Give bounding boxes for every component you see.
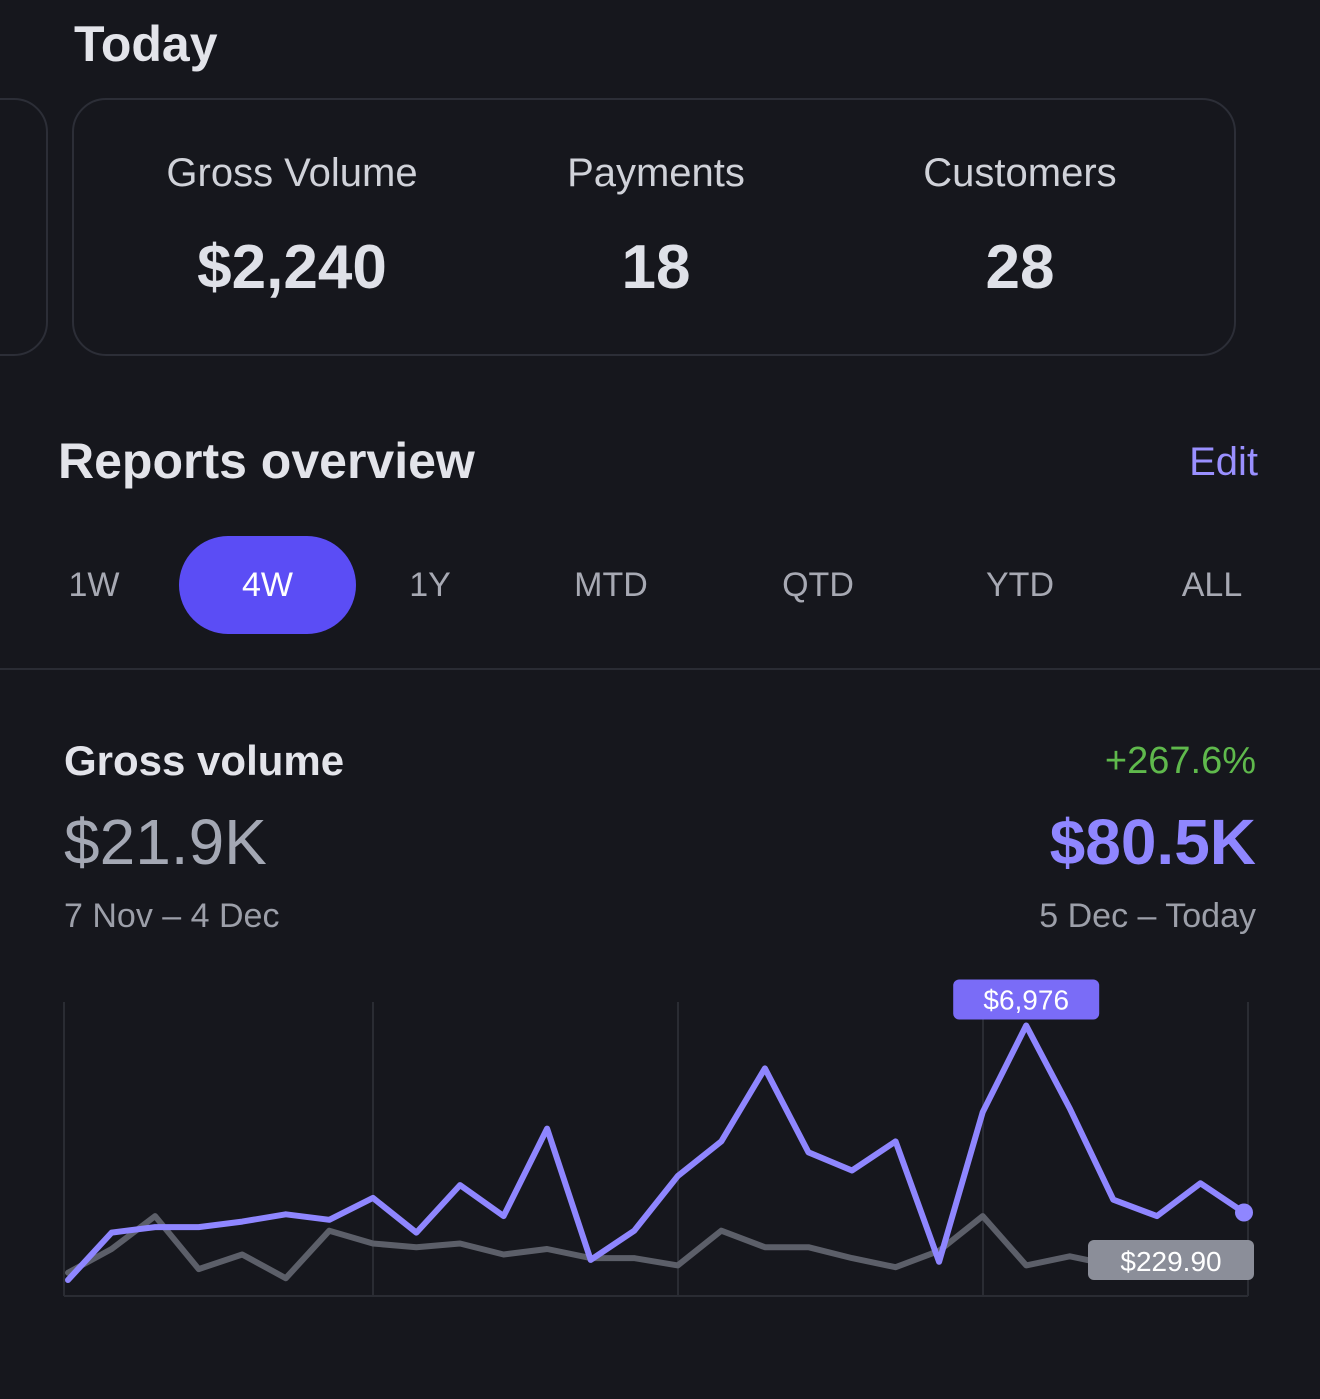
current-point [109, 1230, 115, 1236]
gross-volume-title[interactable]: Gross volume [64, 737, 345, 784]
current-point [936, 1259, 942, 1265]
previous-period-range: 7 Nov – 4 Dec [64, 897, 280, 935]
current-point [65, 1277, 71, 1283]
current-point [501, 1213, 507, 1219]
current-point [196, 1224, 202, 1230]
previous-point [718, 1228, 724, 1234]
previous-point [152, 1213, 158, 1219]
previous-point [239, 1252, 245, 1258]
tab-4w[interactable]: 4W [179, 536, 356, 634]
previous-period-value: $21.9K [64, 806, 267, 878]
previous-point [326, 1228, 332, 1234]
tab-ytd[interactable]: YTD [986, 566, 1054, 604]
current-point [1154, 1213, 1160, 1219]
current-point [1067, 1106, 1073, 1112]
gross-volume-chart[interactable]: $6,976 $229.90 [0, 940, 1320, 1320]
tab-mtd[interactable]: MTD [574, 566, 648, 604]
section-divider [0, 668, 1320, 670]
range-tabs: 1W 4W 1Y MTD QTD YTD ALL [0, 536, 1320, 636]
previous-point [283, 1275, 289, 1281]
peak-label: $6,976 [953, 979, 1100, 1020]
previous-point [980, 1213, 986, 1219]
current-point [283, 1211, 289, 1217]
previous-point [1067, 1253, 1073, 1259]
current-point [1110, 1197, 1116, 1203]
today-title: Today [74, 16, 218, 72]
current-point [893, 1138, 899, 1144]
previous-point [588, 1255, 594, 1261]
current-point [544, 1126, 550, 1132]
current-point [370, 1195, 376, 1201]
current-period-range: 5 Dec – Today [1039, 897, 1256, 935]
previous-card-peek[interactable] [0, 98, 48, 356]
previous-point [413, 1244, 419, 1250]
today-stats-card[interactable]: Gross Volume $2,240 Payments 18 Customer… [72, 98, 1236, 356]
current-point [980, 1109, 986, 1115]
previous-point [762, 1244, 768, 1250]
current-point [1023, 1023, 1029, 1029]
previous-point [196, 1266, 202, 1272]
previous-point [1023, 1262, 1029, 1268]
previous-point [544, 1246, 550, 1252]
current-point [457, 1182, 463, 1188]
tab-1w[interactable]: 1W [68, 566, 120, 604]
peak-label-text: $6,976 [983, 985, 1069, 1016]
previous-point [65, 1270, 71, 1276]
stat-label: Payments [567, 151, 745, 195]
current-point [413, 1230, 419, 1236]
reports-overview-title: Reports overview [58, 433, 475, 489]
previous-point [109, 1246, 115, 1252]
current-period-value: $80.5K [1049, 806, 1256, 878]
end-label: $229.90 [1088, 1240, 1254, 1280]
tab-qtd[interactable]: QTD [782, 566, 854, 604]
previous-point [501, 1252, 507, 1258]
stat-label: Gross Volume [166, 151, 418, 195]
current-point [718, 1138, 724, 1144]
current-point [152, 1224, 158, 1230]
current-point [239, 1219, 245, 1225]
current-series-line [65, 1022, 1247, 1283]
previous-point [457, 1241, 463, 1247]
stat-label: Customers [923, 151, 1117, 195]
stat-value: 18 [621, 233, 691, 302]
stat-value: 28 [985, 233, 1055, 302]
previous-point [675, 1262, 681, 1268]
previous-point [936, 1248, 942, 1254]
end-label-text: $229.90 [1120, 1246, 1221, 1277]
change-badge: +267.6% [1104, 740, 1256, 782]
current-point [326, 1217, 332, 1223]
previous-point [631, 1255, 637, 1261]
stat-value: $2,240 [197, 233, 387, 302]
current-point [762, 1065, 768, 1071]
previous-point [849, 1255, 855, 1261]
current-point [805, 1149, 811, 1155]
tab-1y[interactable]: 1Y [409, 566, 451, 604]
previous-point [805, 1244, 811, 1250]
current-end-point [1235, 1203, 1253, 1222]
previous-series-line [65, 1213, 1247, 1282]
previous-point [893, 1264, 899, 1270]
current-point [1197, 1180, 1203, 1186]
tab-all[interactable]: ALL [1181, 566, 1243, 604]
current-point [849, 1168, 855, 1174]
previous-point [370, 1241, 376, 1247]
edit-button[interactable]: Edit [1189, 440, 1258, 484]
current-point [631, 1228, 637, 1234]
chart-points [65, 1023, 1247, 1284]
current-point [675, 1173, 681, 1179]
